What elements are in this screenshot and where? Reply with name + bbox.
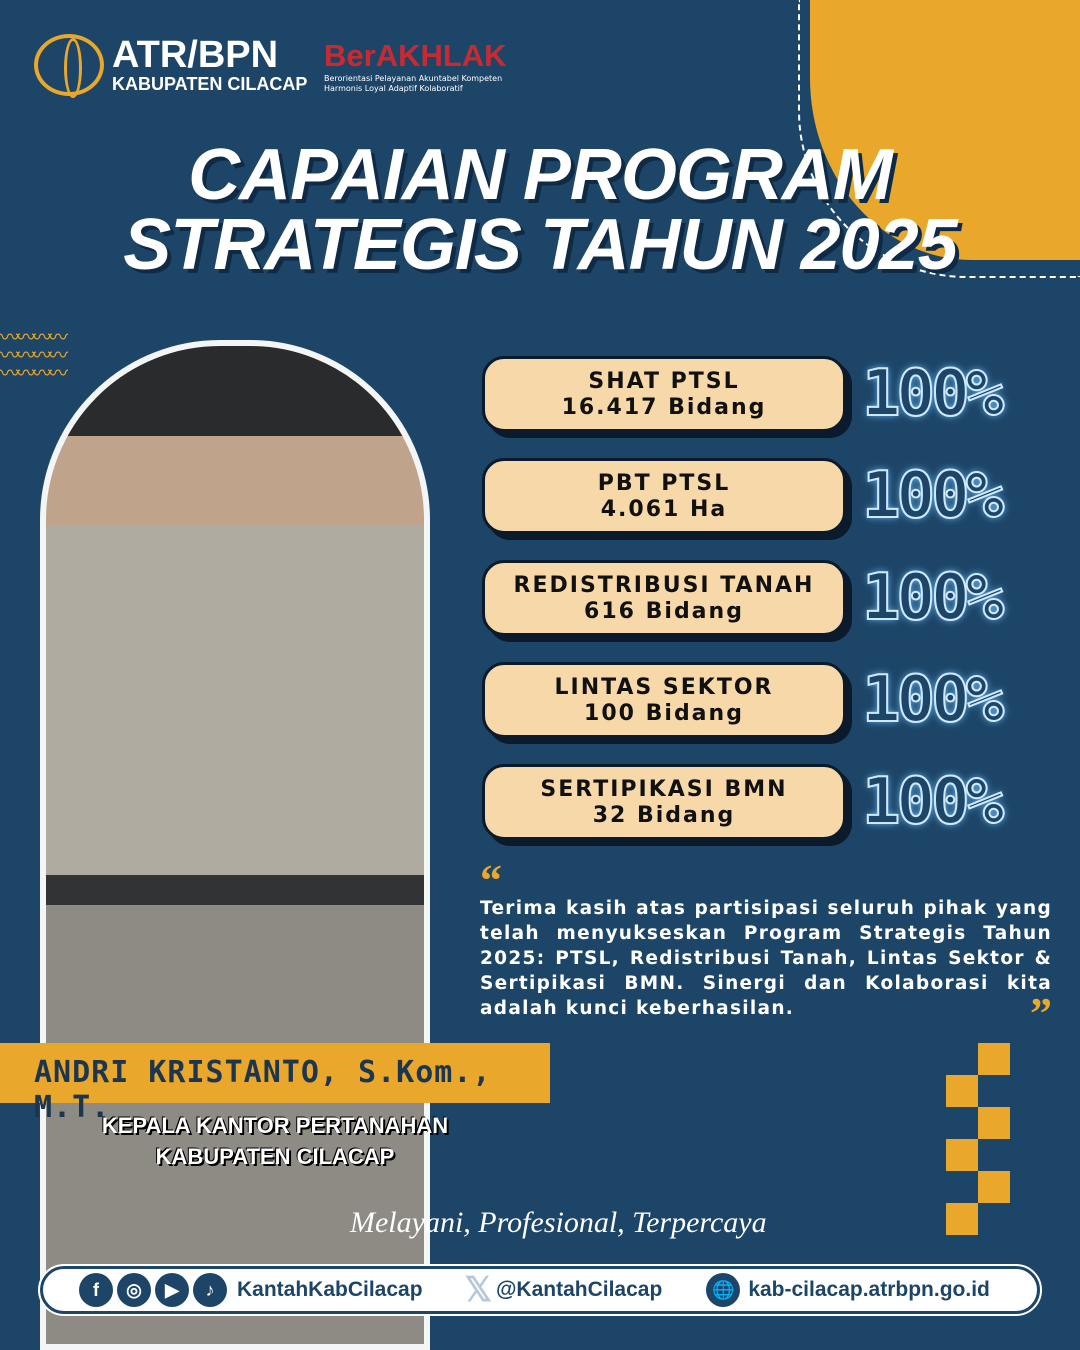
page-title: CAPAIAN PROGRAM STRATEGIS TAHUN 2025	[0, 135, 1080, 285]
brand-name: ATR/BPN	[112, 33, 279, 76]
achievement-item: PBT PTSL 4.061 Ha 100%	[482, 458, 1042, 534]
person-name: ANDRI KRISTANTO, S.Kom., M.T.	[0, 1043, 550, 1125]
open-quote-icon: “	[480, 856, 502, 905]
quote-text: Terima kasih atas partisipasi seluruh pi…	[480, 898, 1052, 1019]
program-percent: 100%	[861, 662, 1005, 738]
motto: Melayani, Profesional, Terpercaya	[350, 1206, 767, 1239]
footer-bar: f ◎ ▶ ♪ KantahKabCilacap 𝕏 @KantahCilaca…	[38, 1264, 1042, 1316]
achievement-list: SHAT PTSL 16.417 Bidang 100% PBT PTSL 4.061…	[482, 356, 1042, 866]
achievement-card: REDISTRIBUSI TANAH 616 Bidang	[482, 560, 846, 636]
achievement-item: SHAT PTSL 16.417 Bidang 100%	[482, 356, 1042, 432]
program-amount: 16.417 Bidang	[561, 395, 767, 420]
program-percent: 100%	[861, 356, 1005, 432]
program-name: REDISTRIBUSI TANAH	[513, 573, 815, 598]
achievement-card: LINTAS SEKTOR 100 Bidang	[482, 662, 846, 738]
program-amount: 100 Bidang	[584, 701, 744, 726]
program-amount: 616 Bidang	[584, 599, 744, 624]
person-position: KEPALA KANTOR PERTANAHAN KABUPATEN CILAC…	[60, 1110, 490, 1172]
tiktok-icon[interactable]: ♪	[193, 1273, 227, 1307]
person-photo	[40, 340, 430, 1350]
close-quote-icon: ”	[1030, 989, 1052, 1038]
brand-office: KABUPATEN CILACAP	[112, 73, 308, 94]
berakhlak-tagline: Berorientasi Pelayanan Akuntabel Kompete…	[324, 74, 503, 93]
title-line2: STRATEGIS TAHUN 2025	[123, 205, 958, 285]
title-line1: CAPAIAN PROGRAM	[188, 135, 893, 215]
x-handle[interactable]: @KantahCilacap	[495, 1278, 663, 1301]
berakhlak-logo: BerAKHLAK Berorientasi Pelayanan Akuntab…	[324, 38, 524, 94]
achievement-item: LINTAS SEKTOR 100 Bidang 100%	[482, 662, 1042, 738]
achievement-item: SERTIPIKASI BMN 32 Bidang 100%	[482, 764, 1042, 840]
program-percent: 100%	[861, 458, 1005, 534]
achievement-card: PBT PTSL 4.061 Ha	[482, 458, 846, 534]
youtube-icon[interactable]: ▶	[155, 1273, 189, 1307]
program-percent: 100%	[861, 764, 1005, 840]
position-line1: KEPALA KANTOR PERTANAHAN	[101, 1113, 449, 1138]
achievement-card: SERTIPIKASI BMN 32 Bidang	[482, 764, 846, 840]
program-name: SHAT PTSL	[588, 369, 740, 394]
program-name: LINTAS SEKTOR	[554, 675, 774, 700]
x-icon[interactable]: 𝕏	[464, 1271, 492, 1309]
wave-decoration: 〰〰〰〰 〰〰〰〰 〰〰〰〰	[0, 325, 68, 385]
program-amount: 32 Bidang	[592, 803, 736, 828]
facebook-icon[interactable]: f	[79, 1273, 113, 1307]
instagram-icon[interactable]: ◎	[117, 1273, 151, 1307]
berakhlak-text: BerAKHLAK	[324, 38, 507, 73]
program-percent: 100%	[861, 560, 1005, 636]
checker-decoration	[946, 1043, 1010, 1235]
website-link[interactable]: kab-cilacap.atrbpn.go.id	[748, 1278, 990, 1301]
social-handle[interactable]: KantahKabCilacap	[237, 1278, 423, 1301]
globe-icon	[34, 34, 104, 98]
program-name: PBT PTSL	[597, 471, 731, 496]
program-amount: 4.061 Ha	[600, 497, 728, 522]
atr-bpn-logo: ATR/BPN KABUPATEN CILACAP	[34, 33, 308, 98]
achievement-card: SHAT PTSL 16.417 Bidang	[482, 356, 846, 432]
position-line2: KABUPATEN CILACAP	[155, 1144, 395, 1169]
globe-icon: 🌐	[706, 1273, 741, 1307]
achievement-item: REDISTRIBUSI TANAH 616 Bidang 100%	[482, 560, 1042, 636]
quote-block: “ Terima kasih atas partisipasi seluruh …	[480, 856, 1052, 1038]
program-name: SERTIPIKASI BMN	[540, 777, 788, 802]
